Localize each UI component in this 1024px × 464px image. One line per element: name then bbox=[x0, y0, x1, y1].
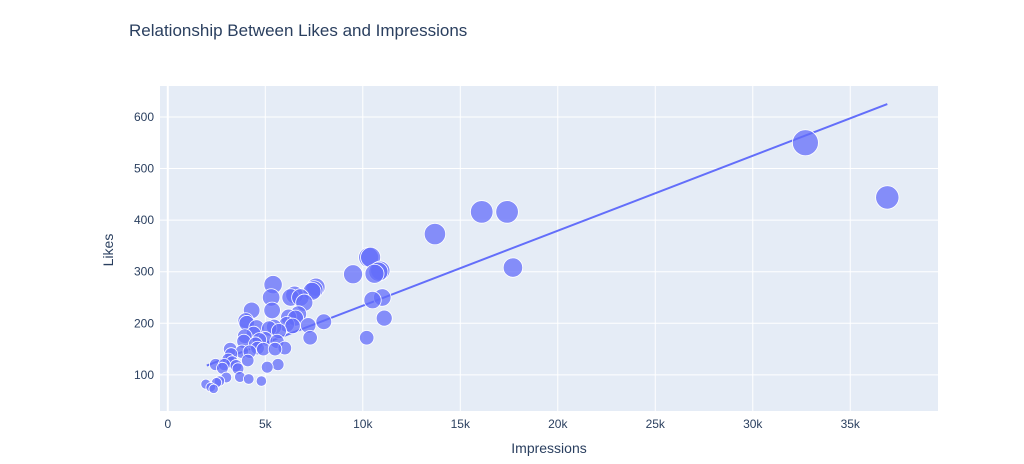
data-point bbox=[284, 317, 301, 335]
data-point bbox=[495, 200, 519, 224]
x-tick-label: 25k bbox=[646, 417, 666, 431]
data-point bbox=[875, 185, 900, 210]
data-point bbox=[502, 257, 524, 278]
data-point bbox=[359, 330, 375, 346]
data-point bbox=[208, 383, 219, 394]
data-point bbox=[242, 373, 255, 385]
x-tick-label: 0 bbox=[164, 417, 171, 431]
y-tick-label: 400 bbox=[134, 213, 154, 227]
data-point bbox=[315, 313, 333, 331]
data-point bbox=[263, 301, 281, 320]
data-point bbox=[423, 222, 447, 246]
chart-title: Relationship Between Likes and Impressio… bbox=[129, 21, 467, 40]
grid-lines bbox=[160, 86, 938, 411]
x-tick-label: 20k bbox=[548, 417, 568, 431]
data-point bbox=[271, 358, 285, 372]
data-point bbox=[267, 341, 283, 357]
x-tick-label: 10k bbox=[353, 417, 373, 431]
data-point bbox=[241, 353, 255, 368]
y-tick-label: 500 bbox=[134, 162, 154, 176]
x-tick-label: 35k bbox=[841, 417, 861, 431]
y-axis-ticks: 100 200 300 400 500 600 bbox=[134, 110, 154, 382]
x-axis-ticks: 0 5k 10k 15k 20k 25k 30k 35k bbox=[164, 417, 860, 431]
x-axis-label: Impressions bbox=[511, 440, 586, 456]
data-point bbox=[302, 330, 318, 346]
data-point bbox=[375, 309, 393, 327]
data-point bbox=[363, 291, 382, 310]
x-tick-label: 30k bbox=[743, 417, 763, 431]
data-point bbox=[364, 263, 385, 284]
y-tick-label: 600 bbox=[134, 110, 154, 124]
y-axis-label: Likes bbox=[100, 234, 116, 267]
y-tick-label: 100 bbox=[134, 368, 154, 382]
data-point bbox=[343, 264, 363, 285]
x-tick-label: 5k bbox=[259, 417, 273, 431]
x-tick-label: 15k bbox=[451, 417, 471, 431]
y-tick-label: 200 bbox=[134, 316, 154, 330]
data-point bbox=[792, 129, 819, 157]
data-point bbox=[255, 375, 267, 387]
data-points bbox=[200, 129, 900, 394]
data-point bbox=[470, 200, 494, 224]
y-tick-label: 300 bbox=[134, 265, 154, 279]
data-point bbox=[260, 360, 274, 374]
